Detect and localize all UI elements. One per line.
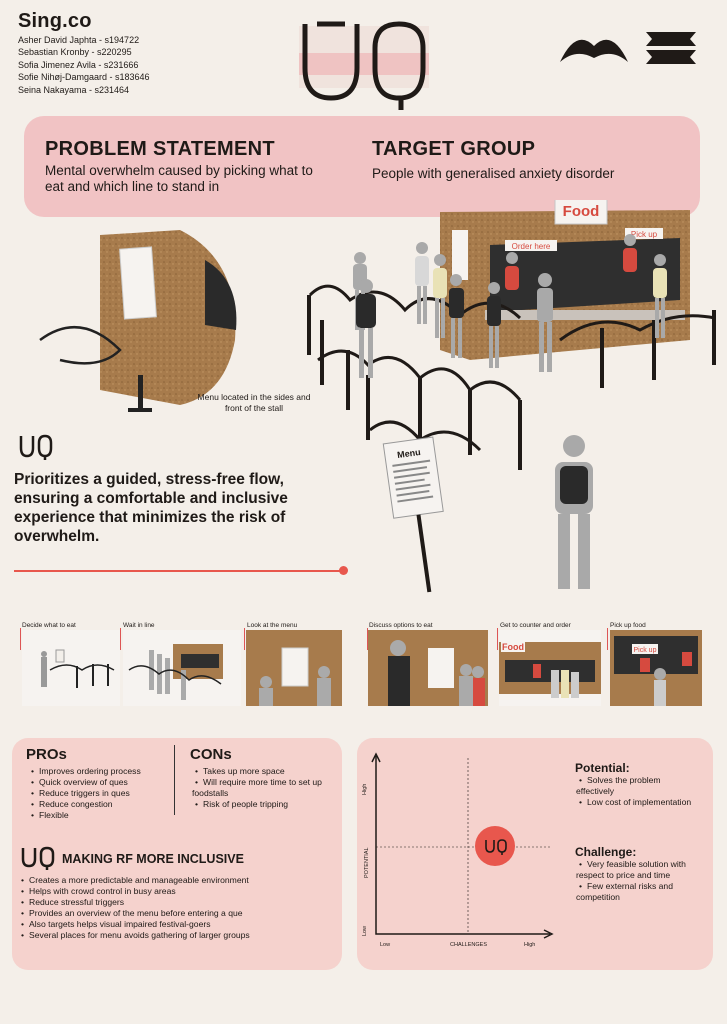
accent-line: [14, 570, 344, 572]
inclusive-item: Several places for menu avoids gathering…: [18, 930, 338, 941]
member: Sofia Jimenez Avila - s231666: [18, 59, 139, 70]
step-label: Get to counter and order: [500, 622, 571, 629]
x-axis-label: CHALLENGES: [450, 942, 487, 948]
potential-list: Solves the problem effectively Low cost …: [576, 775, 701, 808]
step-marker: [244, 628, 245, 650]
foreground-person: [555, 435, 593, 589]
cons-list: Takes up more space Will require more ti…: [192, 766, 337, 810]
inclusive-item: Also targets helps visual impaired festi…: [18, 919, 338, 930]
challenge-item: Very feasible solution with respect to p…: [576, 859, 708, 881]
step-thumb-order: Food: [499, 630, 601, 706]
pros-title: PROs: [26, 746, 67, 763]
step-label: Wait in line: [123, 622, 155, 629]
step-thumb-pickup: Pick up: [610, 630, 702, 706]
uq-small-logo: [19, 434, 53, 460]
queue-people: [353, 234, 667, 589]
thumb-food-sign: Food: [502, 642, 524, 652]
problem-title: PROBLEM STATEMENT: [45, 138, 275, 160]
pros-item: Quick overview of ques: [28, 777, 168, 788]
zoomed-stall-side: [39, 230, 237, 412]
step-marker: [497, 628, 498, 650]
target-title: TARGET GROUP: [372, 138, 536, 160]
pros-list: Improves ordering process Quick overview…: [28, 766, 168, 821]
brand-name: Sing.co: [18, 10, 92, 32]
solution-marker: [475, 826, 515, 866]
step-thumb-menu: [246, 630, 342, 706]
potential-item: Solves the problem effectively: [576, 775, 701, 797]
team-members: Asher David Japhta - s194722 Sebastian K…: [18, 34, 150, 96]
potential-item: Low cost of implementation: [576, 797, 701, 808]
y-low-label: Low: [362, 925, 368, 936]
x-low-label: Low: [380, 942, 391, 948]
step-label: Decide what to eat: [22, 622, 76, 629]
challenge-item: Few external risks and competition: [576, 881, 708, 903]
step-thumb-discuss: [368, 630, 488, 706]
inclusive-item: Helps with crowd control in busy areas: [18, 886, 338, 897]
pickup-sign: Pick up: [631, 230, 658, 239]
step-marker: [607, 628, 608, 650]
uq-logo: [299, 21, 429, 110]
uq-inclusive-icon: [21, 846, 55, 870]
inclusive-item: Creates a more predictable and manageabl…: [18, 875, 338, 886]
inclusive-item: Reduce stressful triggers: [18, 897, 338, 908]
cons-title: CONs: [190, 746, 232, 763]
challenge-title: Challenge:: [575, 845, 637, 859]
step-label: Look at the menu: [247, 622, 298, 629]
y-axis-label: POTENTIAL: [364, 847, 370, 878]
accent-dot: [339, 566, 348, 575]
pros-cons-divider: [174, 745, 175, 815]
pros-item: Improves ordering process: [28, 766, 168, 777]
inclusive-item: Provides an overview of the menu before …: [18, 908, 338, 919]
y-high-label: High: [362, 783, 368, 795]
menu-stand: Menu: [382, 436, 444, 593]
potential-title: Potential:: [575, 761, 630, 775]
challenge-list: Very feasible solution with respect to p…: [576, 859, 708, 903]
step-label: Pick up food: [610, 622, 646, 629]
barrier-posts: [307, 295, 716, 470]
order-sign: Order here: [512, 242, 551, 251]
solution-statement: Prioritizes a guided, stress-free flow, …: [14, 471, 288, 545]
inclusive-title: MAKING RF MORE INCLUSIVE: [62, 852, 244, 866]
menu-caption: Menu located in the sides and front of t…: [197, 392, 311, 413]
menu-stand-label: Menu: [397, 447, 422, 460]
step-thumb-wait: [123, 630, 241, 706]
stall-food-sign: Food: [563, 203, 600, 220]
step-marker: [20, 628, 21, 650]
member: Sebastian Kronby - s220295: [18, 47, 132, 58]
member: Sofie Nihøj-Damgaard - s183646: [18, 72, 150, 83]
step-label: Discuss options to eat: [369, 622, 433, 629]
partner-logos: [560, 32, 696, 64]
pros-item: Flexible: [28, 810, 168, 821]
cons-item: Takes up more space: [192, 766, 337, 777]
target-text: People with generalised anxiety disorder: [372, 166, 615, 181]
stall-scene-illustration: Food Order here Pick up: [39, 200, 716, 593]
cons-item: Risk of people tripping: [192, 799, 337, 810]
crown-icon: [560, 39, 628, 62]
member: Seina Nakayama - s231464: [18, 84, 130, 95]
waves-icon: [646, 32, 696, 64]
step-thumb-decide: [22, 630, 120, 706]
x-high-label: High: [524, 942, 536, 948]
pros-item: Reduce congestion: [28, 799, 168, 810]
member: Asher David Japhta - s194722: [18, 35, 140, 45]
pros-item: Reduce triggers in ques: [28, 788, 168, 799]
step-marker: [367, 628, 368, 650]
step-marker: [120, 628, 121, 650]
thumb-pickup-sign: Pick up: [634, 647, 657, 654]
potential-challenge-matrix: [371, 752, 554, 939]
problem-text: Mental overwhelm caused by picking what …: [45, 163, 313, 194]
cons-item: Will require more time to set up foodsta…: [192, 777, 337, 799]
inclusive-list: Creates a more predictable and manageabl…: [18, 875, 338, 941]
